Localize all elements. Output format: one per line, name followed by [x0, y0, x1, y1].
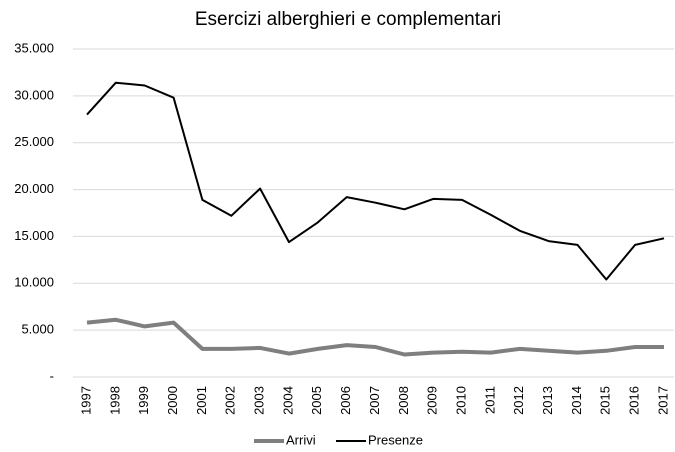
y-tick-label: 30.000 [14, 87, 54, 102]
x-tick-label: 2006 [338, 386, 353, 415]
y-tick-label: - [50, 368, 54, 383]
x-tick-label: 2005 [309, 386, 324, 415]
x-tick-label: 1999 [136, 386, 151, 415]
y-tick-label: 5.000 [21, 322, 54, 337]
chart-title: Esercizi alberghieri e complementari [195, 9, 501, 30]
x-tick-label: 2014 [569, 386, 584, 415]
line-series [86, 81, 665, 281]
x-tick-label: 2009 [425, 386, 440, 415]
x-tick-label: 2001 [194, 386, 209, 415]
x-tick-label: 2011 [482, 386, 497, 414]
y-tick-label: 20.000 [14, 181, 54, 196]
y-tick-label: 35.000 [14, 40, 54, 55]
x-tick-label: 2000 [165, 386, 180, 415]
x-tick-label: 2017 [655, 386, 670, 415]
x-tick-label: 2010 [453, 386, 468, 415]
y-tick-label: 10.000 [14, 275, 54, 290]
x-tick-label: 2003 [252, 386, 267, 415]
x-tick-label: 2008 [396, 386, 411, 415]
x-tick-label: 1998 [107, 386, 122, 415]
x-tick-label: 2016 [627, 386, 642, 415]
x-tick-label: 2013 [540, 386, 555, 415]
y-tick-label: 25.000 [14, 134, 54, 149]
line-series [86, 317, 664, 357]
x-tick-label: 2015 [598, 386, 613, 415]
x-tick-label: 1997 [78, 386, 93, 415]
legend-label: Arrivi [286, 432, 316, 447]
x-tick-label: 2007 [367, 386, 382, 415]
x-tick-label: 2004 [280, 386, 295, 415]
y-tick-label: 15.000 [14, 228, 54, 243]
legend-label: Presenze [368, 432, 423, 447]
x-tick-label: 2002 [223, 386, 238, 415]
x-tick-label: 2012 [511, 386, 526, 415]
